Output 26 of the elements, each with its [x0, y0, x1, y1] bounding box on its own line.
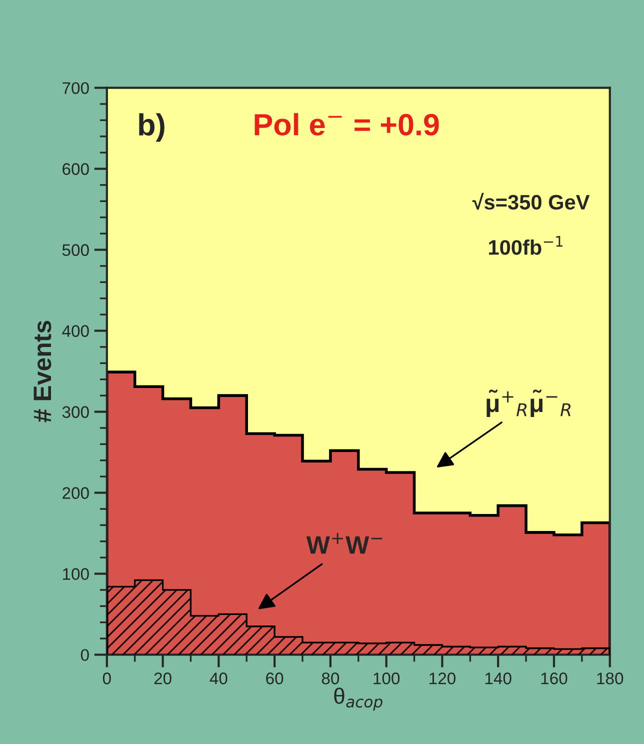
x-tick-label: 140 [485, 672, 512, 684]
y-tick-label: 200 [62, 487, 89, 499]
annotation: b) [139, 113, 164, 142]
x-tick-label: 0 [102, 672, 111, 684]
x-tick-label: 100 [374, 672, 400, 684]
y-axis-title: # Events [34, 320, 52, 422]
x-tick-label: 20 [154, 672, 172, 684]
y-tick-label: 0 [80, 649, 89, 661]
y-tick-label: 500 [62, 244, 89, 256]
y-tick-label: 700 [62, 82, 89, 94]
x-tick-label: 180 [597, 672, 624, 684]
annotation: √s=350 GeV [472, 192, 590, 210]
y-tick-label: 100 [63, 568, 89, 580]
x-tick-label: 120 [430, 672, 456, 684]
y-tick-label: 300 [62, 406, 89, 418]
x-tick-label: 160 [541, 672, 568, 684]
y-tick-label: 600 [62, 163, 89, 175]
annotation: Pol e$^{−}$ = +0.9 [254, 113, 439, 136]
x-tick-label: 40 [210, 672, 228, 684]
annotation: μ̃$^{+}$$_{R}$μ̃$^{−}$$_{R}$ [486, 390, 571, 418]
y-tick-label: 400 [62, 325, 89, 337]
annotation: W$^{+}$W$^{−}$ [306, 533, 382, 554]
annotation: 100fb$^{−1}$ [489, 236, 562, 255]
x-axis-title: θ$_{acop}$ [334, 688, 382, 711]
x-tick-label: 60 [266, 672, 284, 684]
x-tick-label: 80 [322, 672, 340, 684]
